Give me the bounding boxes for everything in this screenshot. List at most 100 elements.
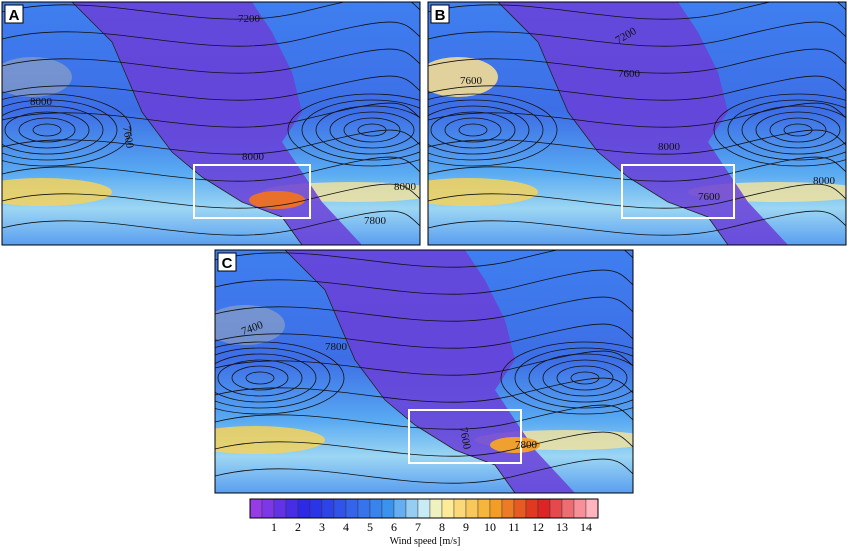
streamline <box>287 93 420 167</box>
colorbar-cell <box>393 498 407 519</box>
streamline <box>215 458 633 484</box>
streamline <box>542 359 628 397</box>
streamline <box>215 431 633 457</box>
streamline <box>18 117 76 143</box>
streamline <box>428 21 846 47</box>
streamline <box>458 123 488 137</box>
streamline <box>215 350 633 376</box>
colorbar-tick-label: 14 <box>580 520 592 534</box>
colorbar-tick-label: 12 <box>532 520 544 534</box>
contour-label: 7800 <box>364 215 387 227</box>
land <box>498 2 788 245</box>
colorbar-tick-label: 1 <box>271 520 277 534</box>
streamline <box>215 250 633 268</box>
panel-label: C <box>222 255 233 272</box>
colorbar-cell <box>321 498 335 519</box>
colorbar-cell <box>405 498 419 519</box>
streamline <box>215 377 633 403</box>
streamline <box>2 105 104 155</box>
jet-band <box>428 57 498 97</box>
region-box <box>621 164 735 219</box>
streamline <box>2 99 118 161</box>
colorbar-tick-label: 9 <box>463 520 469 534</box>
contour-label: 8000 <box>30 96 53 108</box>
colorbar-tick-label: 13 <box>556 520 568 534</box>
colorbar-cell <box>357 498 371 519</box>
streamline <box>428 129 846 155</box>
streamline <box>343 117 401 143</box>
colorbar-cell <box>261 498 275 519</box>
colorbar-cell <box>333 498 347 519</box>
streamline <box>528 353 633 403</box>
colorbar-tick-label: 2 <box>295 520 301 534</box>
streamline <box>301 99 420 161</box>
streamline <box>428 102 846 128</box>
streamline <box>215 353 317 403</box>
colorbar-cell <box>453 498 467 519</box>
colorbar-cell <box>309 498 323 519</box>
colorbar-cell <box>549 498 563 519</box>
streamline <box>231 365 289 391</box>
streamline <box>428 48 846 74</box>
land-coast <box>497 2 729 245</box>
streamline <box>2 48 420 74</box>
colorbar-tick-label: 6 <box>391 520 397 534</box>
streamline <box>2 129 420 155</box>
panel-label: B <box>435 7 446 24</box>
streamline <box>215 341 345 415</box>
colorbar-cell <box>585 498 599 519</box>
contour-label: 8000 <box>658 141 681 153</box>
streamline <box>215 323 633 349</box>
land-coast <box>71 2 303 245</box>
panel-frame <box>427 1 847 246</box>
contour-label: 7600 <box>120 125 136 149</box>
colorbar-cell <box>273 498 287 519</box>
panel-frame <box>214 249 634 494</box>
colorbar-tick-label: 7 <box>415 520 421 534</box>
streamline <box>215 404 633 430</box>
colorbar-tick-label: 10 <box>484 520 496 534</box>
contour-label: 7800 <box>325 341 348 353</box>
streamline <box>32 123 62 137</box>
land <box>72 2 362 245</box>
streamline <box>444 117 502 143</box>
jet-band <box>215 426 325 454</box>
streamline <box>500 341 633 415</box>
colorbar-tick-label: 4 <box>343 520 349 534</box>
streamline <box>245 371 275 385</box>
contour-label: 7800 <box>515 439 538 451</box>
streamline <box>713 93 846 167</box>
streamline <box>2 183 420 209</box>
map-body: 7200 8000 7600 8000 8000 7800 <box>2 2 420 245</box>
streamline <box>2 21 420 47</box>
streamline <box>215 296 633 322</box>
contour-label: 7600 <box>618 68 641 80</box>
streamline <box>727 99 846 161</box>
streamline <box>428 156 846 182</box>
colorbar-tick-label: 3 <box>319 520 325 534</box>
contour-label: 8000 <box>813 175 836 187</box>
jet-band <box>2 178 112 206</box>
panel-frame <box>1 1 421 246</box>
map-panel: 7200 8000 7600 8000 8000 7800 A <box>1 1 421 246</box>
streamline <box>315 105 420 155</box>
contour-label: 7600 <box>698 191 721 203</box>
streamline <box>428 99 544 161</box>
colorbar-tick-label: 8 <box>439 520 445 534</box>
streamline <box>4 111 90 149</box>
colorbar-cell <box>465 498 479 519</box>
streamline <box>769 117 827 143</box>
streamline <box>2 156 420 182</box>
streamline <box>514 347 633 409</box>
panel-label-box <box>217 252 237 272</box>
streamline <box>215 269 633 295</box>
colorbar-cell <box>489 498 503 519</box>
jet-band <box>428 178 538 206</box>
colorbar-label: Wind speed [m/s] <box>390 536 461 547</box>
colorbar-cell <box>477 498 491 519</box>
colorbar-tick-label: 5 <box>367 520 373 534</box>
panel-label-box <box>4 4 24 24</box>
region-box <box>408 409 522 464</box>
